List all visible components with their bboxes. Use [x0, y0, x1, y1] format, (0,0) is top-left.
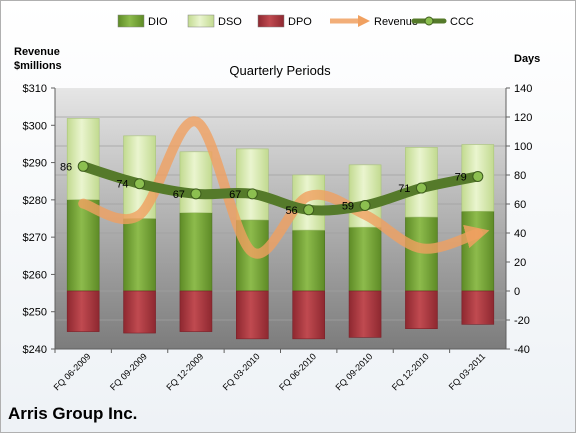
- bar-dio: [405, 216, 438, 292]
- category-label: FQ 12-2010: [390, 351, 431, 392]
- right-tick-label: 100: [514, 141, 532, 153]
- left-axis-label-line2: $millions: [14, 60, 62, 72]
- revenue-line: [78, 116, 490, 259]
- bar-dpo: [461, 290, 495, 325]
- bar-dio: [66, 199, 100, 292]
- category-label: FQ 09-2010: [333, 351, 374, 392]
- right-tick-label: 80: [514, 170, 526, 182]
- legend: DIO DSO DPO Revenue CCC: [117, 14, 474, 28]
- bar-dpo: [292, 290, 325, 340]
- right-tick-label: -40: [514, 344, 530, 356]
- right-tick-label: 140: [514, 83, 532, 95]
- left-tick-label: $300: [23, 120, 47, 132]
- left-tick-label: $250: [23, 307, 47, 319]
- left-axis-label-line1: Revenue: [14, 46, 60, 58]
- legend-swatch-dio: [117, 14, 145, 28]
- ccc-point: [190, 188, 202, 200]
- bar-dio: [123, 218, 156, 292]
- left-tick-label: $290: [23, 158, 47, 170]
- category-label: FQ 12-2009: [164, 351, 205, 392]
- bar-dpo: [179, 290, 213, 332]
- legend-label: DPO: [288, 16, 312, 28]
- legend-ccc-point: [424, 16, 434, 26]
- lines: 86 74 67 67 56 59 71 79: [60, 116, 490, 259]
- right-tick-label: 0: [514, 286, 520, 298]
- legend-swatch-dpo: [257, 14, 285, 28]
- bar-dpo: [236, 290, 269, 340]
- ccc-point: [134, 178, 146, 190]
- bar-dio: [179, 212, 213, 292]
- ccc-data-label: 86: [60, 161, 72, 173]
- bar-dpo: [66, 290, 100, 332]
- ccc-data-label: 59: [342, 200, 354, 212]
- ccc-point: [472, 170, 484, 182]
- company-name: Arris Group Inc.: [8, 404, 138, 423]
- legend-label: DSO: [218, 16, 242, 28]
- ccc-data-label: 56: [285, 205, 297, 217]
- chart-title: Quarterly Periods: [229, 63, 331, 78]
- right-tick-label: 20: [514, 257, 526, 269]
- bar-dio: [292, 229, 325, 292]
- bar-dpo: [405, 290, 438, 330]
- legend-label: DIO: [148, 16, 168, 28]
- legend-swatch-dso: [187, 14, 215, 28]
- legend-label: CCC: [450, 16, 474, 28]
- bar-dso: [236, 148, 269, 221]
- category-label: FQ 03-2011: [447, 351, 488, 392]
- category-label: FQ 03-2010: [221, 351, 262, 392]
- bar-dpo: [123, 290, 156, 334]
- right-tick-label: -20: [514, 315, 530, 327]
- category-label: FQ 06-2010: [277, 351, 318, 392]
- bar-dpo: [348, 290, 382, 338]
- left-tick-label: $280: [23, 195, 47, 207]
- ccc-data-label: 79: [455, 171, 467, 183]
- left-tick-label: $260: [23, 269, 47, 281]
- legend-label: Revenue: [374, 16, 418, 28]
- ccc-data-label: 67: [229, 189, 241, 201]
- right-tick-label: 120: [514, 112, 532, 124]
- bar-dso: [66, 118, 100, 200]
- ccc-point: [415, 182, 427, 194]
- bar-dio: [348, 226, 382, 292]
- bar-dio: [461, 210, 495, 292]
- left-tick-label: $270: [23, 232, 47, 244]
- ccc-point: [77, 160, 89, 172]
- ccc-data-label: 67: [173, 189, 185, 201]
- bar-dso: [179, 151, 213, 214]
- left-tick-label: $310: [23, 83, 47, 95]
- ccc-point: [246, 188, 258, 200]
- ccc-data-label: 71: [398, 183, 410, 195]
- right-tick-label: 40: [514, 228, 526, 240]
- bars: [66, 118, 495, 340]
- category-label: FQ 09-2009: [108, 351, 149, 392]
- right-axis-label: Days: [514, 53, 540, 65]
- ccc-point: [303, 204, 315, 216]
- axes: [51, 87, 510, 353]
- ccc-point: [359, 199, 371, 211]
- category-label: FQ 06-2009: [52, 351, 93, 392]
- left-tick-label: $240: [23, 344, 47, 356]
- ccc-data-label: 74: [116, 179, 128, 191]
- right-tick-label: 60: [514, 199, 526, 211]
- legend-arrow-icon: [358, 15, 370, 27]
